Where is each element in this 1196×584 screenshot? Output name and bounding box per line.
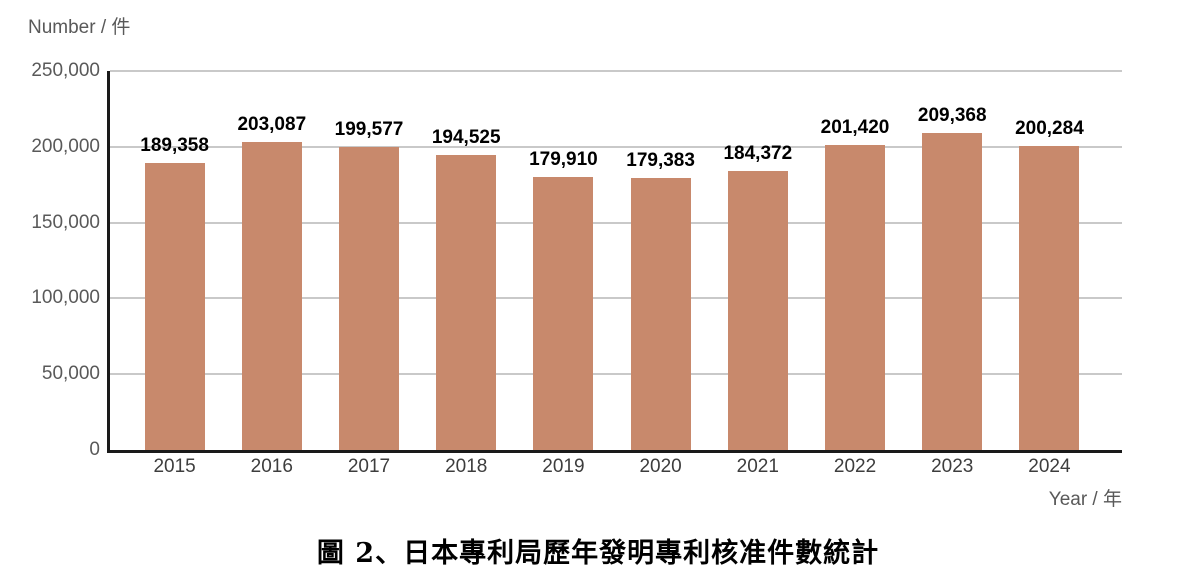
bar-value-label: 203,087 — [237, 114, 307, 136]
bar-value-label: 184,372 — [723, 142, 793, 164]
bar-value-label: 199,577 — [334, 119, 404, 141]
bar-value-label: 201,420 — [820, 116, 890, 138]
y-tick-label: 0 — [89, 439, 100, 460]
x-tick-label: 2021 — [736, 456, 779, 477]
y-axis-labels: 0 50,000 100,000 150,000 200,000 250,000 — [0, 60, 100, 460]
bar-2022 — [825, 144, 886, 450]
bar-slot: 179,910 — [515, 71, 612, 450]
y-tick-label: 200,000 — [31, 135, 100, 157]
y-axis-title: Number / 件 — [28, 17, 131, 38]
bar-value-label: 200,284 — [1015, 118, 1084, 140]
bar-slot: 179,383 — [612, 71, 709, 450]
gridline — [110, 373, 1122, 376]
bar-value-label: 209,368 — [917, 104, 987, 126]
bar-2018 — [436, 155, 497, 450]
x-tick-label: 2016 — [250, 456, 293, 477]
x-tick-label: 2022 — [833, 456, 877, 477]
bar-2023 — [922, 132, 983, 450]
y-tick-label: 50,000 — [41, 363, 100, 385]
x-tick-label: 2020 — [639, 456, 682, 477]
x-axis-title: Year / 年 — [1048, 489, 1122, 510]
bar-slot: 194,525 — [418, 71, 515, 450]
x-tick-label: 2024 — [1028, 456, 1071, 477]
bar-slot: 199,577 — [320, 71, 417, 450]
x-tick-label: 2023 — [931, 456, 974, 477]
gridline — [110, 297, 1122, 300]
y-tick-label: 100,000 — [31, 287, 100, 309]
bar-slot: 200,284 — [1001, 71, 1098, 450]
bar-slot: 209,368 — [904, 71, 1001, 450]
gridline — [110, 70, 1122, 72]
y-tick-label: 250,000 — [31, 60, 100, 81]
bar-slot: 184,372 — [709, 71, 806, 450]
x-tick-label: 2018 — [445, 456, 488, 477]
x-tick-label: 2015 — [153, 456, 196, 477]
bar-2015 — [144, 162, 205, 450]
bar-value-label: 179,383 — [626, 150, 695, 172]
bar-value-label: 179,910 — [529, 149, 598, 171]
figure-caption: 圖 2、日本專利局歷年發明專利核准件數統計 — [316, 538, 880, 569]
bar-slot: 203,087 — [223, 71, 320, 450]
bar-slot: 201,420 — [806, 71, 903, 450]
gridline — [110, 145, 1122, 148]
bar-2021 — [727, 170, 788, 450]
plot-area: 189,358 203,087 199,577 194,525 179,910 179,3… — [107, 70, 1122, 453]
bar-2017 — [339, 147, 399, 450]
bar-value-label: 189,358 — [140, 134, 209, 156]
bar-2024 — [1019, 146, 1080, 450]
bar-2019 — [533, 177, 594, 450]
y-tick-label: 150,000 — [31, 211, 100, 233]
x-tick-label: 2017 — [347, 456, 391, 477]
x-tick-label: 2019 — [542, 456, 585, 477]
bar-2020 — [630, 178, 691, 450]
bar-value-label: 194,525 — [431, 127, 501, 149]
bars-row: 189,358 203,087 199,577 194,525 179,910 179,3… — [110, 71, 1122, 450]
bar-2016 — [241, 142, 302, 450]
gridlines — [110, 70, 1122, 450]
gridline — [110, 221, 1122, 224]
x-axis-labels: 2015 2016 2017 2018 2019 2020 2021 2022 2023 2024 — [110, 456, 1122, 478]
bar-slot: 189,358 — [126, 71, 223, 450]
